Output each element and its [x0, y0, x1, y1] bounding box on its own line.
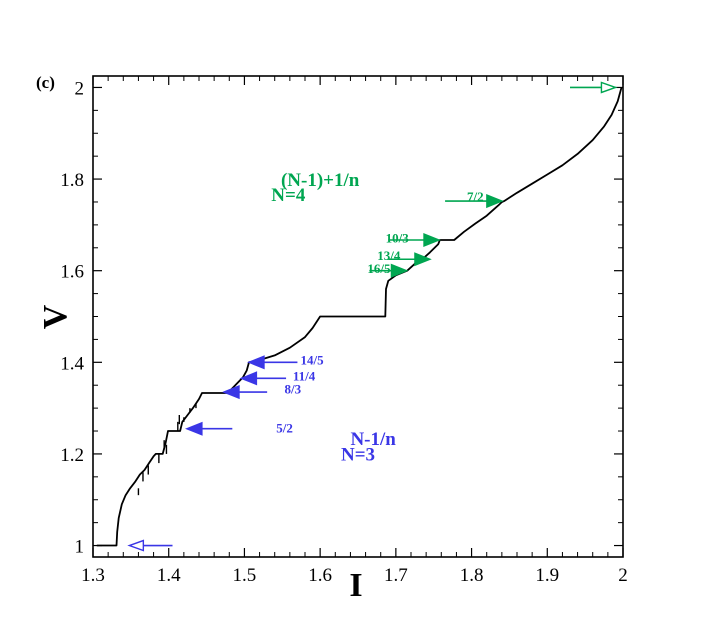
- annotation-label: 16/5: [367, 261, 391, 276]
- y-tick-label: 1: [75, 537, 85, 558]
- x-tick-label: 1.5: [233, 565, 257, 586]
- annotation-label: N=4: [271, 185, 306, 206]
- arrow-head: [185, 421, 203, 436]
- arrow-head: [600, 81, 618, 94]
- annotation-layer: (N-1)+1/nN=4 N-1/nN=3 7/2 10/3 13/416/5 14/51…: [271, 170, 483, 465]
- arrow-head: [423, 232, 441, 248]
- x-tick-label: 1.9: [535, 565, 559, 586]
- y-tick-label: 1.6: [60, 262, 84, 283]
- y-axis-title: V: [37, 304, 74, 329]
- y-tick-label: 1.4: [60, 353, 84, 374]
- x-tick-label: 1.6: [308, 565, 332, 586]
- axis-tick-labels: 1.3 1.4 1.5 1.6 1.7 1.8 1.9 2 1 1.2 1.4 1.6 1.8 2: [60, 78, 628, 586]
- arrow-head: [247, 355, 265, 370]
- panel-label: (c): [36, 73, 55, 92]
- x-tick-label: 1.4: [157, 565, 181, 586]
- arrow-head: [222, 385, 240, 400]
- annotation-label: 13/4: [377, 248, 401, 263]
- annotation-label: 7/2: [467, 189, 484, 204]
- annotation-label: 5/2: [276, 420, 293, 435]
- axis-ticks: [92, 76, 624, 557]
- arrow-head: [127, 539, 145, 552]
- y-tick-label: 1.8: [60, 170, 84, 191]
- x-axis-title: I: [349, 567, 362, 604]
- y-tick-label: 2: [75, 78, 85, 99]
- annotation-label: 14/5: [300, 353, 324, 368]
- data-series-line: [96, 87, 623, 547]
- annotation-label: N=3: [341, 444, 375, 465]
- arrow-head: [390, 263, 409, 278]
- x-tick-label: 1.7: [384, 565, 408, 586]
- arrow-head: [486, 194, 504, 209]
- annotation-label: 8/3: [285, 381, 302, 396]
- x-tick-label: 2: [618, 565, 628, 586]
- arrow-layer: [127, 81, 618, 552]
- annotation-label: N-1/n: [350, 429, 396, 450]
- annotation-label: 11/4: [293, 369, 316, 384]
- x-tick-label: 1.8: [460, 565, 484, 586]
- y-tick-label: 1.2: [60, 445, 84, 466]
- arrow-head: [239, 371, 258, 386]
- annotation-label: 10/3: [386, 230, 410, 245]
- annotation-label: (N-1)+1/n: [281, 170, 360, 191]
- x-tick-label: 1.3: [81, 565, 105, 586]
- arrow-head: [414, 252, 432, 267]
- series-layer: [96, 87, 623, 547]
